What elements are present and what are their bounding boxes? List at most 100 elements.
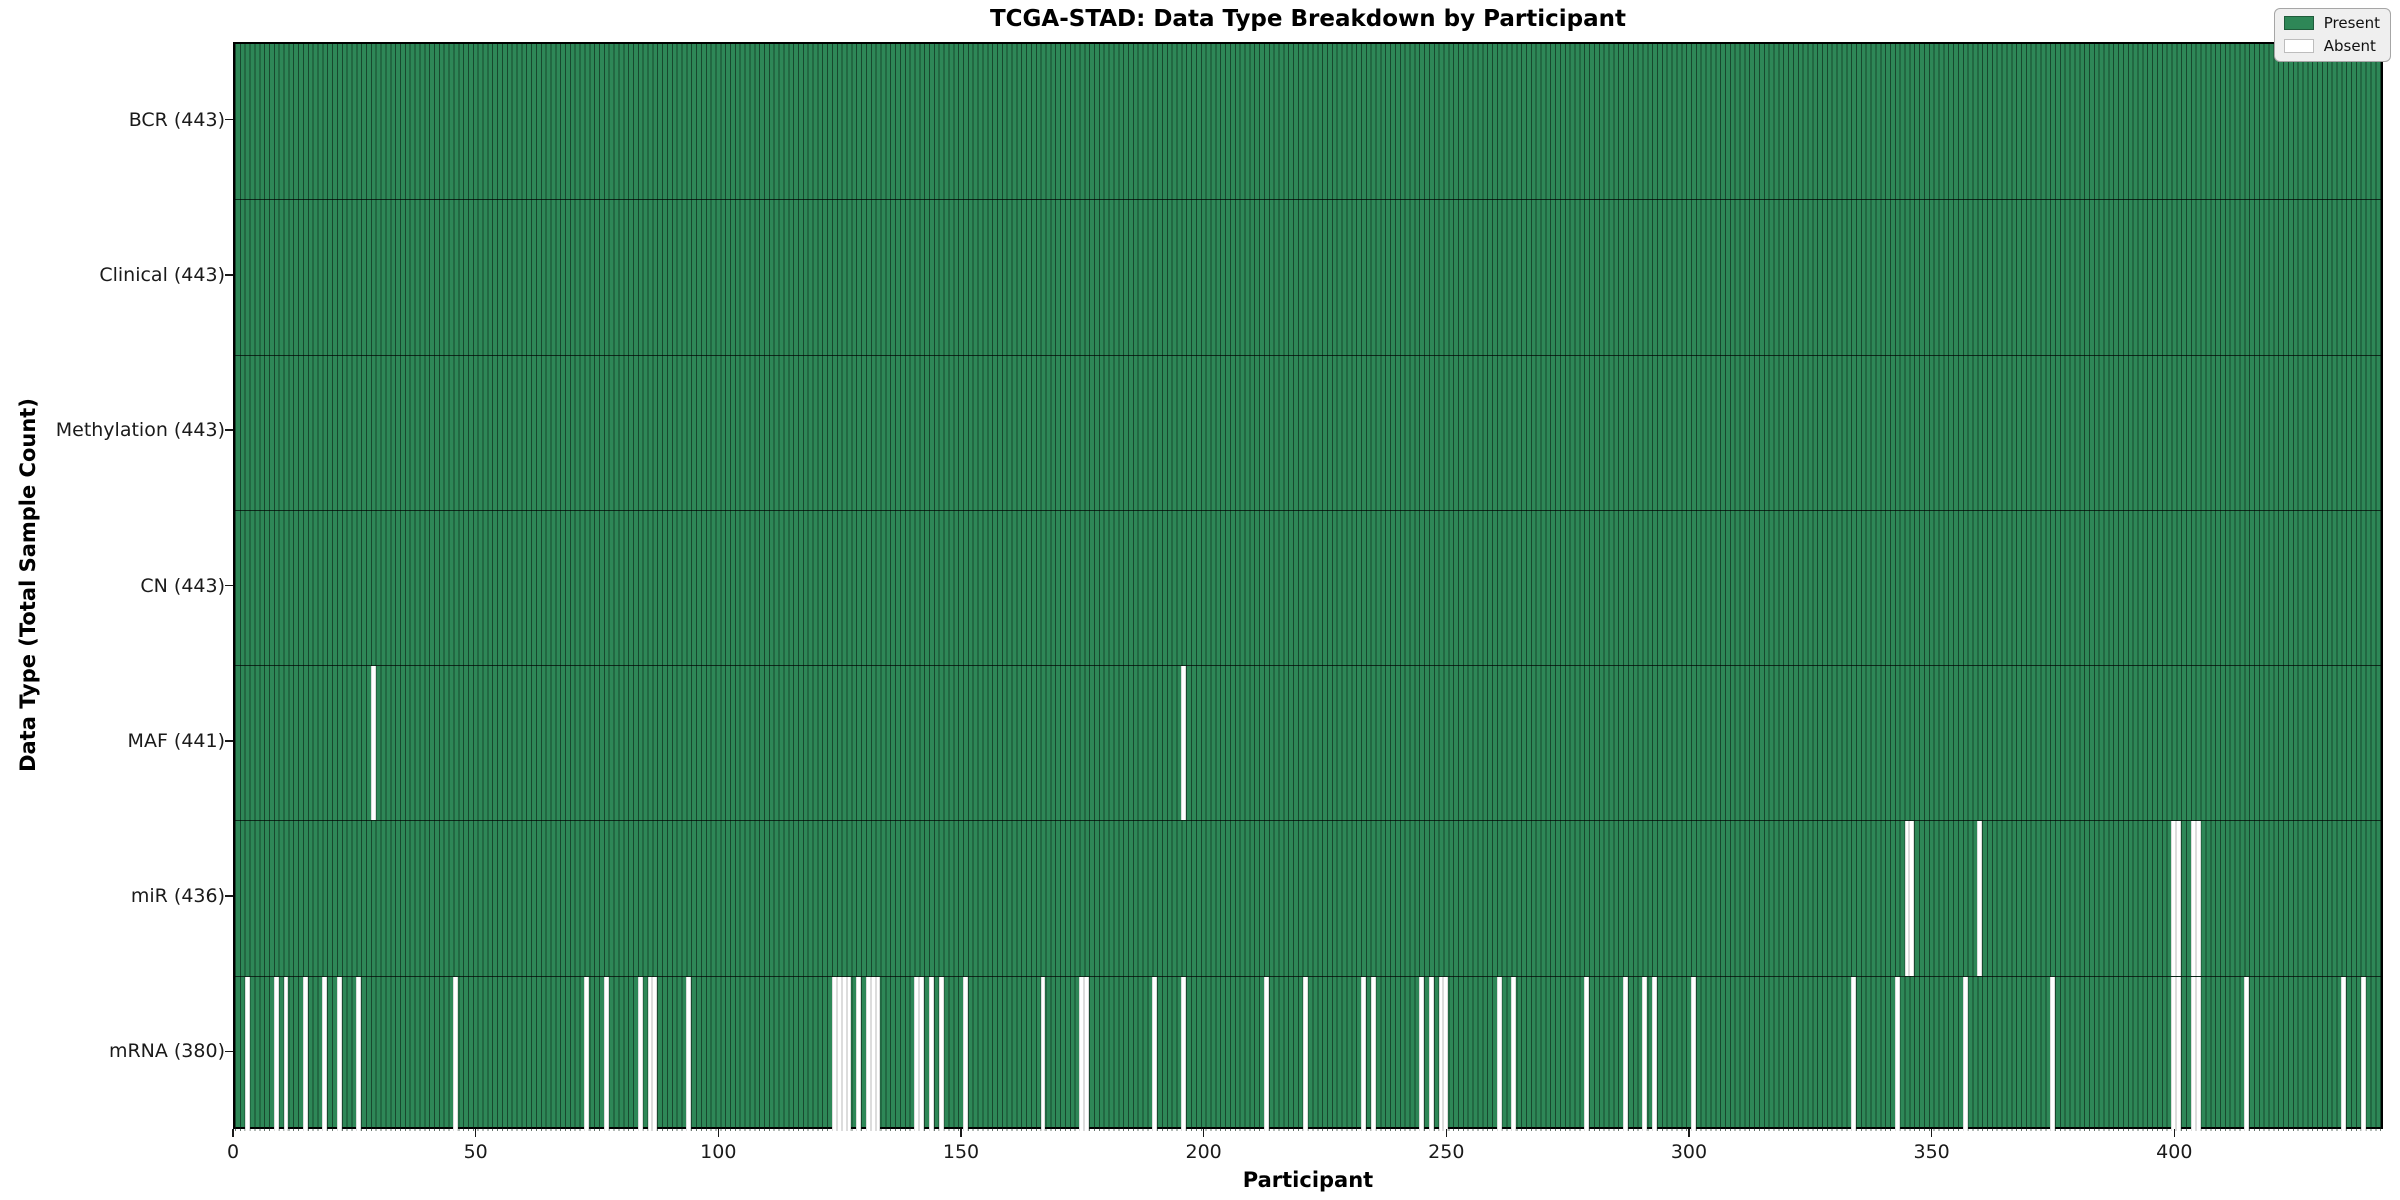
row-miR — [235, 820, 2381, 976]
absent-bar — [686, 976, 692, 1131]
absent-bar — [846, 976, 852, 1131]
absent-bar — [1642, 976, 1648, 1131]
absent-bar — [283, 976, 289, 1131]
x-tick-mark — [474, 1129, 477, 1137]
absent-bar — [2176, 976, 2182, 1131]
absent-bar — [2050, 976, 2055, 1131]
absent-bar — [2360, 976, 2366, 1131]
absent-bar — [1690, 976, 1696, 1131]
absent-bar — [841, 976, 847, 1131]
absent-bar — [2171, 821, 2177, 976]
absent-bar — [1438, 976, 1444, 1131]
absent-bar — [831, 976, 837, 1131]
absent-bar — [1909, 821, 1915, 976]
absent-bar — [865, 976, 871, 1131]
x-tick-label: 200 — [1185, 1141, 1222, 1163]
absent-bar — [1977, 821, 1983, 976]
absent-bar — [856, 976, 862, 1131]
y-tick-mark — [225, 429, 233, 431]
absent-bar — [919, 976, 925, 1131]
x-tick-label: 400 — [2156, 1141, 2193, 1163]
absent-bar — [584, 976, 590, 1131]
absent-bar — [1496, 976, 1502, 1131]
x-tick-label: 150 — [942, 1141, 980, 1163]
absent-bar — [836, 976, 842, 1131]
y-tick-label: mRNA (380) — [108, 1040, 225, 1063]
absent-bar — [875, 976, 881, 1131]
x-tick-mark — [1688, 1129, 1690, 1137]
legend-entry-present: Present — [2283, 14, 2380, 32]
absent-bar — [1962, 976, 1968, 1131]
absent-bar — [336, 976, 342, 1131]
absent-bar — [637, 976, 643, 1131]
absent-bar — [870, 976, 876, 1131]
absent-bar — [1040, 976, 1046, 1131]
absent-bar — [1511, 976, 1517, 1131]
row-BCR — [235, 44, 2381, 200]
absent-bar — [652, 976, 658, 1131]
y-tick-label: CN (443) — [140, 574, 225, 597]
x-tick-label: 50 — [463, 1141, 488, 1163]
y-tick-label: MAF (441) — [127, 729, 225, 752]
x-tick-label: 350 — [1913, 1141, 1950, 1163]
plot-area — [233, 42, 2383, 1131]
absent-bar — [1084, 976, 1090, 1131]
row-Clinical — [235, 199, 2381, 355]
y-tick-mark — [225, 584, 233, 587]
absent-bar — [2171, 976, 2177, 1131]
absent-bar — [2176, 821, 2182, 976]
absent-bar — [1851, 976, 1856, 1131]
absent-bar — [2190, 821, 2196, 976]
absent-bar — [1360, 976, 1366, 1131]
legend: Present Absent — [2273, 8, 2391, 62]
absent-bar — [1263, 976, 1269, 1131]
absent-bar — [938, 976, 944, 1131]
y-tick-mark — [225, 118, 233, 121]
x-tick-mark — [2173, 1129, 2176, 1137]
x-axis-label: Participant — [1242, 1168, 1374, 1192]
y-tick-label: Methylation (443) — [55, 419, 225, 442]
x-tick-label: 100 — [700, 1141, 737, 1163]
y-tick-mark — [225, 274, 233, 276]
absent-bar — [962, 976, 968, 1131]
absent-bar — [244, 976, 250, 1131]
legend-entry-absent: Absent — [2283, 37, 2380, 55]
chart-title: TCGA-STAD: Data Type Breakdown by Partic… — [989, 6, 1626, 32]
x-tick-mark — [960, 1129, 962, 1137]
y-tick-mark — [225, 1050, 233, 1053]
y-axis-label: Data Type (Total Sample Count) — [16, 398, 40, 772]
absent-bar — [1443, 976, 1449, 1131]
x-tick-mark — [717, 1129, 720, 1137]
legend-present-label: Present — [2323, 14, 2380, 32]
absent-bar — [1181, 666, 1187, 821]
absent-bar — [1302, 976, 1308, 1131]
absent-bar — [914, 976, 920, 1131]
absent-bar — [2195, 821, 2201, 976]
x-tick-label: 250 — [1428, 1141, 1465, 1163]
absent-bar — [273, 976, 279, 1131]
absent-bar — [322, 976, 328, 1131]
row-CN — [235, 509, 2381, 666]
absent-bar — [2195, 976, 2201, 1131]
absent-bar — [1652, 976, 1657, 1131]
absent-bar — [603, 976, 609, 1131]
legend-absent-label: Absent — [2323, 37, 2376, 55]
absent-bar — [1152, 976, 1158, 1131]
absent-bar — [356, 976, 362, 1131]
y-tick-mark — [225, 895, 233, 897]
row-MAF — [235, 665, 2381, 821]
x-tick-label: 0 — [226, 1141, 240, 1163]
absent-bar — [2190, 976, 2196, 1131]
x-tick-mark — [1202, 1129, 1205, 1137]
y-tick-label: Clinical (443) — [99, 263, 225, 286]
x-tick-mark — [1445, 1129, 1448, 1137]
absent-bar — [647, 976, 653, 1131]
absent-bar — [1079, 976, 1085, 1131]
absent-bar — [453, 976, 459, 1131]
absent-bar — [370, 666, 376, 821]
absent-bar — [2341, 976, 2347, 1131]
absent-bar — [1623, 976, 1628, 1131]
absent-swatch-icon — [2283, 39, 2314, 53]
y-tick-label: miR (436) — [130, 885, 225, 908]
